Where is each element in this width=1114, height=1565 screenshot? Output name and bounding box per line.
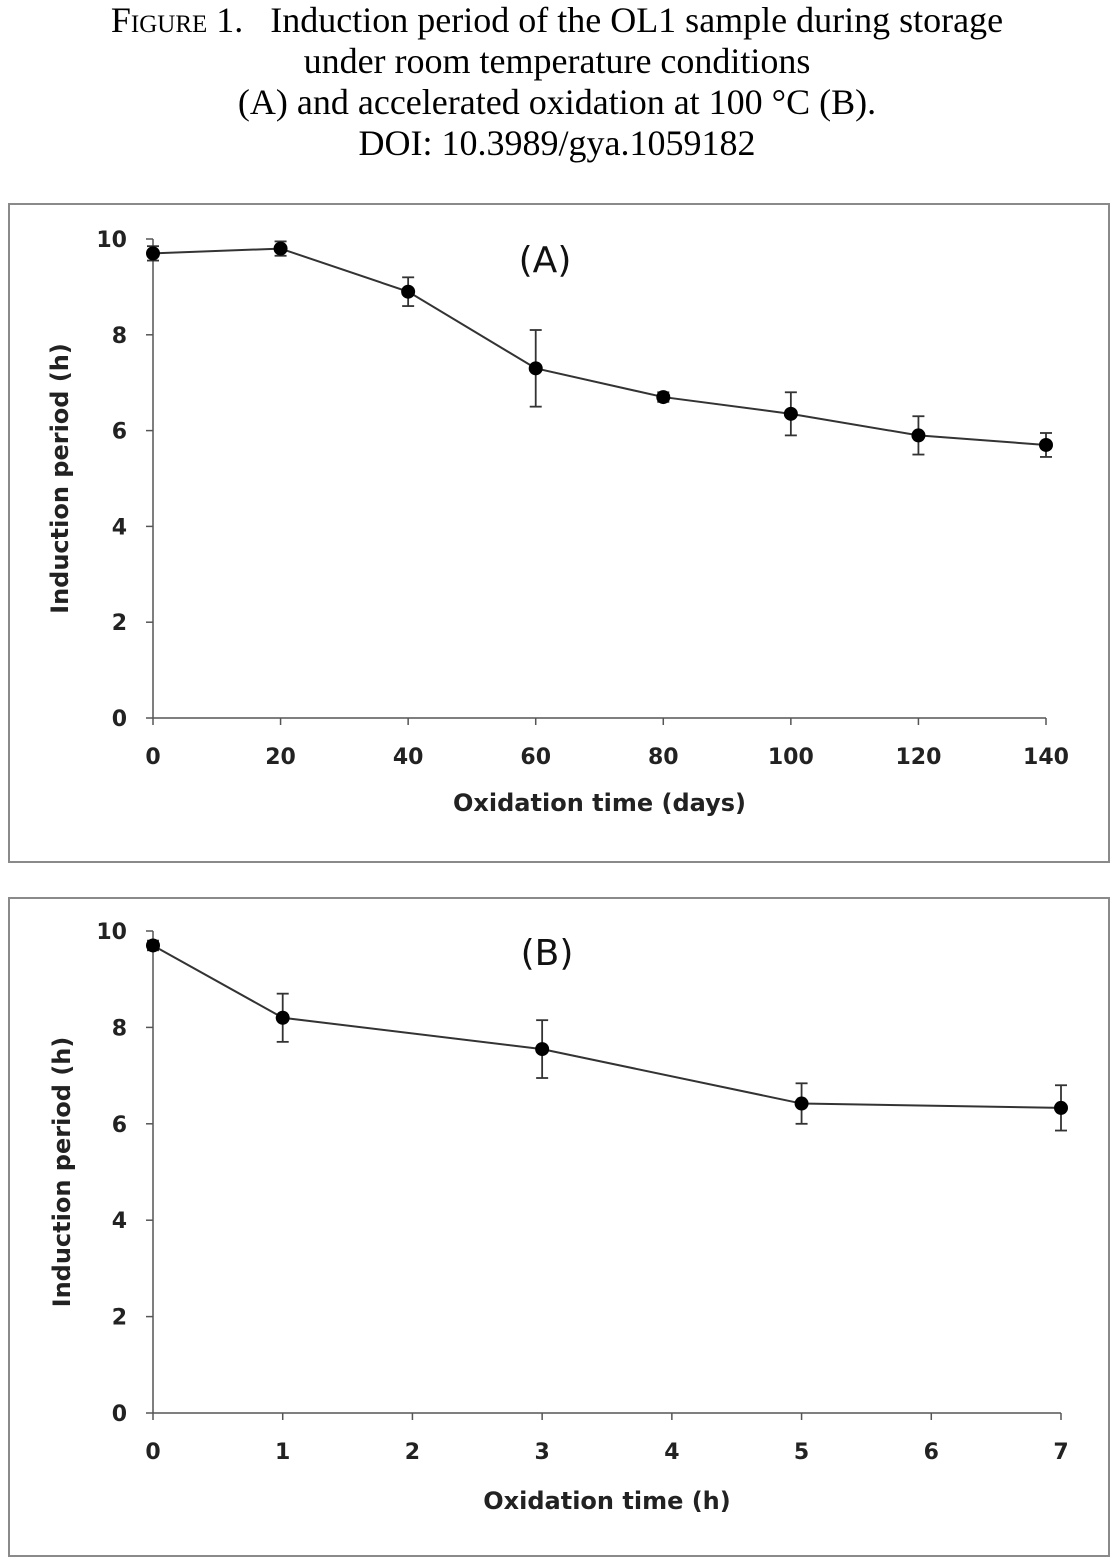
y-axis-title: Induction period (h) xyxy=(48,1037,76,1308)
figure-label: Figure 1. xyxy=(110,0,244,40)
y-tick-label: 4 xyxy=(112,1209,127,1234)
data-point xyxy=(275,1010,290,1025)
x-tick-label: 7 xyxy=(1053,1440,1068,1465)
x-tick-label: 120 xyxy=(895,745,941,770)
chart-frame xyxy=(8,897,1110,1557)
x-tick-label: 3 xyxy=(534,1440,549,1465)
data-point xyxy=(911,428,926,443)
data-point xyxy=(528,361,543,376)
caption-title: Induction period of the OL1 sample durin… xyxy=(270,0,1004,40)
caption-line-3: (A) and accelerated oxidation at 100 °C … xyxy=(237,82,877,122)
y-tick-label: 0 xyxy=(112,1402,127,1427)
x-axis-title: Oxidation time (h) xyxy=(483,1487,730,1515)
data-point xyxy=(656,390,671,405)
chart-panel-b: 0 2 4 6 8 10 0 1 2 3 4 5 6 7 Oxidation time (h) Inducti… xyxy=(8,897,1110,1557)
series-line xyxy=(152,247,1047,446)
y-tick-label: 0 xyxy=(112,707,127,732)
x-tick-label: 1 xyxy=(275,1440,290,1465)
y-tick-label: 2 xyxy=(112,1306,127,1331)
figure-caption: Figure 1. Induction period of the OL1 sa… xyxy=(0,0,1114,164)
data-point xyxy=(1054,1100,1068,1115)
x-axis-title: Oxidation time (days) xyxy=(453,789,746,817)
x-tick-label: 6 xyxy=(924,1440,939,1465)
x-tick-label: 0 xyxy=(145,1440,160,1465)
x-tick-label: 140 xyxy=(1023,745,1069,770)
chart-b-svg: 0 2 4 6 8 10 0 1 2 3 4 5 6 7 Oxidation time (h) Inducti… xyxy=(8,897,1110,1557)
data-point xyxy=(273,241,288,256)
y-tick-label: 6 xyxy=(112,420,127,445)
data-point xyxy=(794,1096,809,1111)
x-tick-label: 20 xyxy=(265,745,296,770)
data-point xyxy=(146,246,160,261)
panel-label: (A) xyxy=(519,240,572,281)
data-point xyxy=(401,284,416,299)
panel-label: (B) xyxy=(521,933,574,974)
x-tick-label: 4 xyxy=(664,1440,679,1465)
x-tick-label: 100 xyxy=(768,745,814,770)
chart-frame xyxy=(8,203,1110,863)
caption-doi: DOI: 10.3989/gya.1059182 xyxy=(358,123,756,163)
caption-line-1: Figure 1. Induction period of the OL1 sa… xyxy=(0,0,1114,41)
x-tick-label: 5 xyxy=(794,1440,809,1465)
data-point xyxy=(1039,437,1053,452)
y-tick-label: 4 xyxy=(112,515,127,540)
data-point xyxy=(146,938,160,953)
x-tick-label: 60 xyxy=(520,745,551,770)
data-point xyxy=(535,1042,550,1057)
y-tick-label: 8 xyxy=(112,1016,127,1041)
chart-panel-a: 0 2 4 6 8 10 0 20 40 60 80 100 120 140 Oxidation time … xyxy=(8,203,1110,863)
x-tick-label: 80 xyxy=(648,745,679,770)
y-tick-label: 6 xyxy=(112,1113,127,1138)
y-tick-label: 8 xyxy=(112,324,127,349)
y-tick-label: 10 xyxy=(96,228,127,253)
y-axis-title: Induction period (h) xyxy=(46,343,74,614)
x-tick-label: 2 xyxy=(405,1440,420,1465)
x-tick-label: 0 xyxy=(145,745,160,770)
x-tick-label: 40 xyxy=(393,745,424,770)
y-tick-label: 2 xyxy=(112,611,127,636)
data-point xyxy=(783,406,798,421)
caption-line-2: under room temperature conditions xyxy=(303,41,811,81)
y-tick-label: 10 xyxy=(96,920,127,945)
